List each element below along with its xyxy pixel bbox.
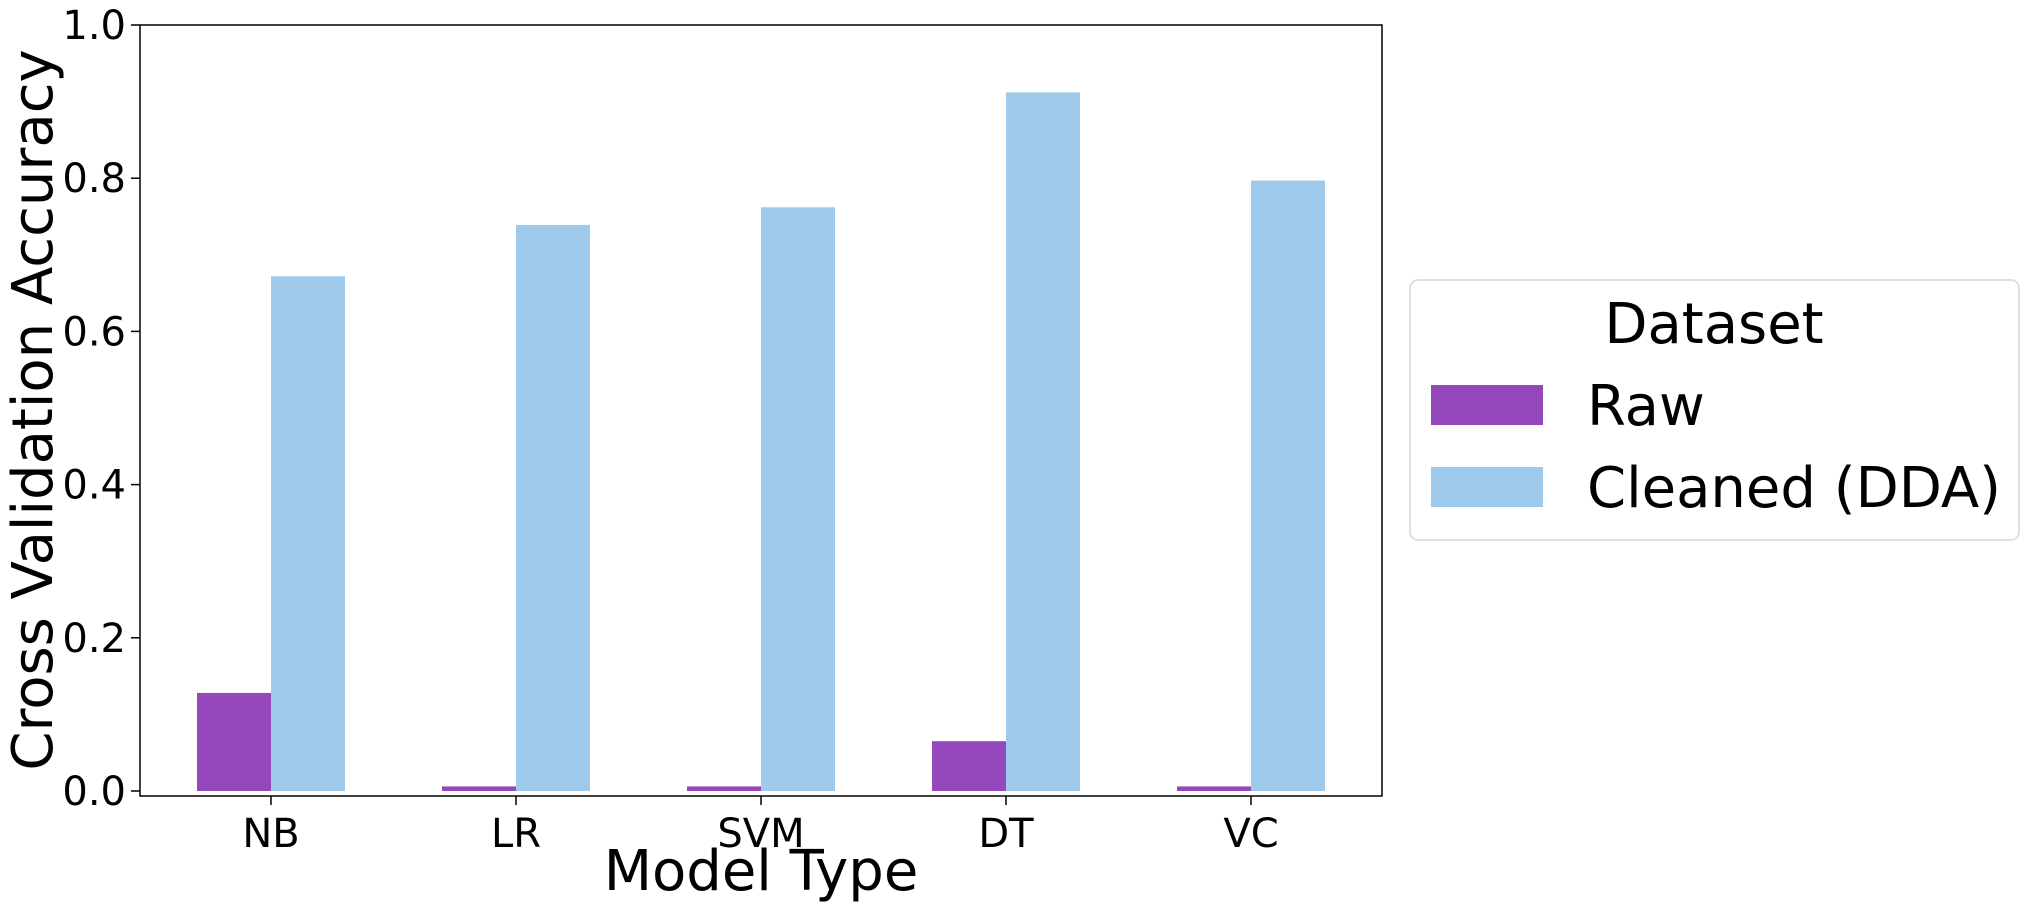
bar-raw-dt — [932, 741, 1006, 791]
legend: Dataset Raw Cleaned (DDA) — [1409, 279, 2020, 541]
x-axis-title: Model Type — [604, 839, 919, 904]
x-tick-label-svm: SVM — [717, 811, 804, 857]
bar-cleaned-dda-lr — [516, 224, 590, 791]
y-tick-label: 1.0 — [62, 3, 126, 49]
y-tick-label: 0.8 — [62, 156, 126, 202]
legend-title: Dataset — [1604, 292, 1823, 357]
bar-cleaned-dda-svm — [761, 207, 835, 792]
bar-cleaned-dda-vc — [1251, 180, 1325, 792]
legend-swatch-cleaned — [1431, 467, 1543, 507]
x-tick-label-nb: NB — [242, 811, 299, 857]
x-tick-label-lr: LR — [491, 811, 541, 857]
bars-group — [197, 92, 1325, 792]
bar-raw-lr — [442, 786, 516, 791]
y-tick-label: 0.6 — [62, 309, 126, 355]
x-axis: NB LR SVM DT VC — [242, 796, 1279, 857]
bar-cleaned-dda-nb — [271, 276, 345, 791]
bar-cleaned-dda-dt — [1006, 92, 1080, 791]
legend-box — [1409, 279, 2020, 541]
legend-label-raw: Raw — [1587, 374, 1705, 439]
bar-raw-vc — [1177, 786, 1251, 791]
y-tick-label: 0.4 — [62, 463, 126, 509]
legend-label-cleaned: Cleaned (DDA) — [1587, 456, 2001, 521]
y-tick-label: 0.0 — [62, 769, 126, 815]
y-axis: 0.0 0.2 0.4 0.6 0.8 1.0 — [62, 3, 140, 815]
y-tick-label: 0.2 — [62, 616, 126, 662]
bar-raw-nb — [197, 692, 271, 791]
bar-raw-svm — [687, 786, 761, 791]
x-tick-label-vc: VC — [1223, 811, 1278, 857]
y-axis-title: Cross Validation Accuracy — [1, 49, 66, 770]
x-tick-label-dt: DT — [978, 811, 1034, 857]
legend-swatch-raw — [1431, 385, 1543, 425]
